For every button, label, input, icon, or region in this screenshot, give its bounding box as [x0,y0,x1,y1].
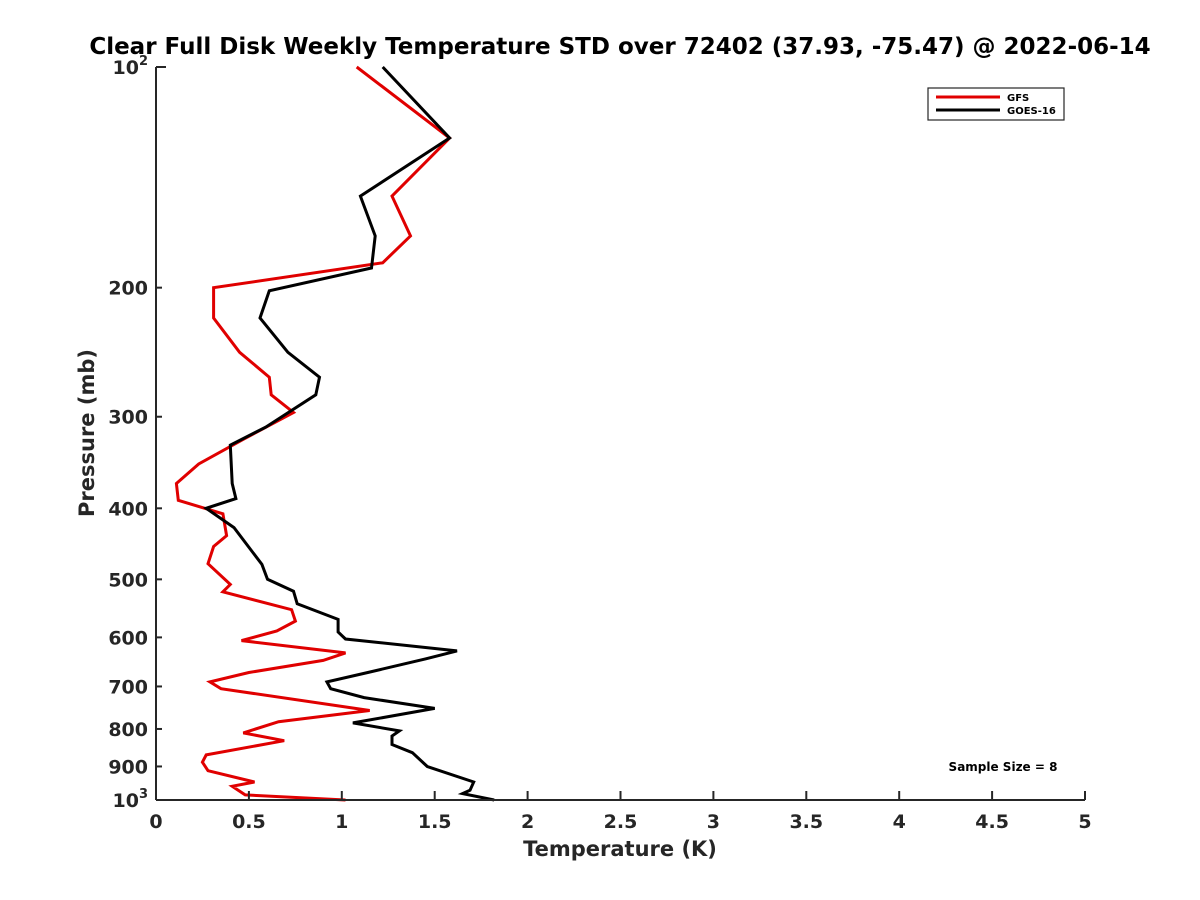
plot-area: 0 0.5 1 1.5 2 2.5 3 3.5 4 4.5 5 102 200 300 400 500 600… [108,54,1091,833]
x-tick-label: 2.5 [604,811,638,833]
x-tick-label: 0 [149,811,162,833]
x-tick-label: 1 [335,811,348,833]
legend-label-gfs: GFS [1007,93,1029,104]
x-tick-label: 0.5 [232,811,266,833]
legend-box [927,87,1065,121]
y-tick-label: 600 [108,627,148,649]
x-tick-label: 4.5 [975,811,1009,833]
x-tick-label: 3 [707,811,720,833]
y-tick-label: 200 [108,278,148,300]
y-tick-label: 900 [108,756,148,778]
y-tick-label: 400 [108,498,148,520]
sample-size-annotation: Sample Size = 8 [949,760,1058,774]
x-tick-label: 5 [1078,811,1091,833]
y-tick-label: 102 [113,54,149,79]
legend: GFS GOES-16 [927,87,1065,121]
y-tick-label: 300 [108,407,148,429]
y-tick-label: 700 [108,676,148,698]
y-axis-ticks: 102 200 300 400 500 600 700 800 900 103 [108,54,166,812]
x-axis-label: Temperature (K) [523,837,717,861]
x-axis-ticks: 0 0.5 1 1.5 2 2.5 3 3.5 4 4.5 5 [149,791,1092,833]
y-tick-label: 800 [108,719,148,741]
series-line-gfs [174,65,452,802]
y-tick-label: 500 [108,569,148,591]
x-tick-label: 2 [521,811,534,833]
y-axis-label: Pressure (mb) [75,349,99,517]
legend-label-goes16: GOES-16 [1007,106,1056,117]
series-layer [174,65,495,802]
x-tick-label: 1.5 [418,811,452,833]
chart-title: Clear Full Disk Weekly Temperature STD o… [89,34,1150,60]
x-tick-label: 3.5 [789,811,823,833]
y-tick-label: 103 [113,787,149,812]
series-line-goes16 [202,65,495,802]
x-tick-label: 4 [893,811,906,833]
